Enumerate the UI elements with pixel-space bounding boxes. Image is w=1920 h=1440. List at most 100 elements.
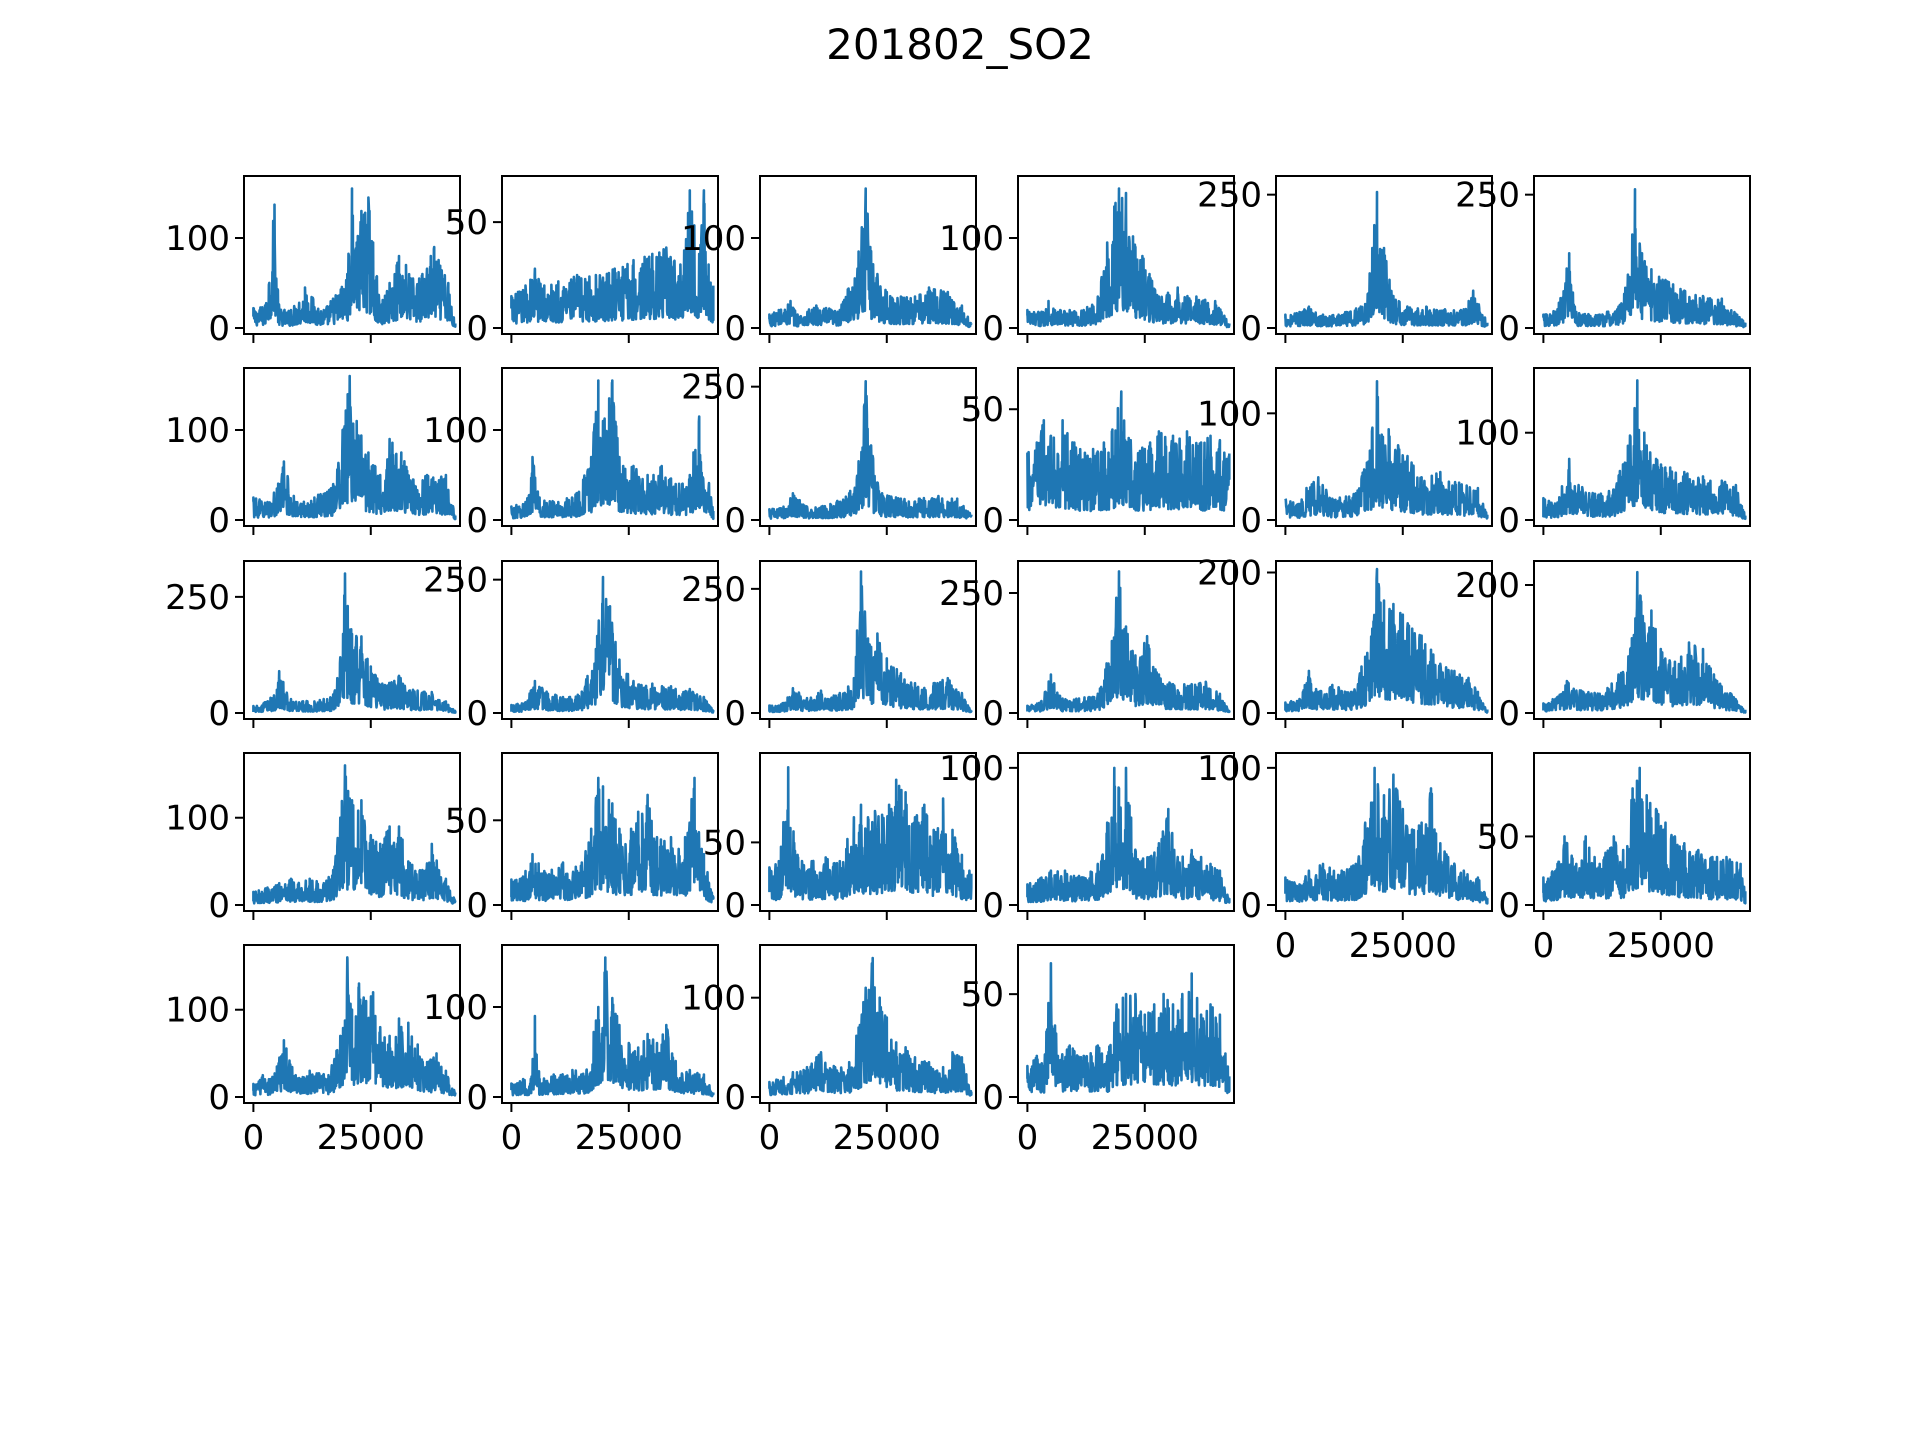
y-tick-label: 0 xyxy=(1498,309,1520,349)
series-line xyxy=(252,572,457,714)
y-tick-label: 50 xyxy=(1477,817,1520,857)
y-tick-label: 250 xyxy=(681,570,746,610)
y-tick-label: 50 xyxy=(445,203,488,243)
series-line xyxy=(510,776,715,904)
series-line xyxy=(768,956,973,1097)
y-tick-label: 0 xyxy=(724,501,746,541)
x-tick-label: 25000 xyxy=(1349,926,1457,966)
series-line xyxy=(252,956,457,1097)
y-tick-label: 100 xyxy=(681,219,746,259)
y-tick-label: 0 xyxy=(466,501,488,541)
x-tick-label: 25000 xyxy=(1091,1118,1199,1158)
subplot-19: 0 100 xyxy=(165,752,461,926)
x-tick-label: 25000 xyxy=(833,1118,941,1158)
series-line xyxy=(510,575,715,714)
subplot-25: 0 100 0 25000 xyxy=(165,944,461,1158)
series-line xyxy=(1542,766,1747,905)
y-tick-label: 0 xyxy=(982,501,1004,541)
axes-frame xyxy=(1017,752,1235,912)
y-tick-label: 100 xyxy=(681,979,746,1019)
subplot-23: 0 100 0 25000 xyxy=(1197,749,1493,966)
subplot-22: 0 100 xyxy=(939,749,1235,926)
series-line xyxy=(1026,187,1231,329)
y-tick-label: 100 xyxy=(1197,394,1262,434)
subplot-2: 0 50 xyxy=(445,175,719,349)
y-tick-label: 200 xyxy=(1197,554,1262,594)
subplot-10: 0 50 xyxy=(961,367,1235,541)
axes-frame xyxy=(1017,175,1235,335)
series-line xyxy=(768,766,973,902)
series-line xyxy=(1542,570,1747,714)
series-line xyxy=(1026,962,1231,1095)
y-tick-label: 0 xyxy=(1240,501,1262,541)
y-tick-label: 0 xyxy=(466,886,488,926)
axes-frame xyxy=(1533,560,1751,720)
y-tick-label: 200 xyxy=(1455,566,1520,606)
axes-frame xyxy=(1275,752,1493,912)
axes-frame xyxy=(243,752,461,912)
axes-frame xyxy=(759,175,977,335)
subplot-11: 0 100 xyxy=(1197,367,1493,541)
y-tick-label: 100 xyxy=(939,749,1004,789)
axes-frame xyxy=(501,560,719,720)
subplot-1: 0 100 xyxy=(165,175,461,349)
axes-frame xyxy=(759,560,977,720)
axes-frame xyxy=(759,752,977,912)
y-tick-label: 250 xyxy=(1455,176,1520,216)
axes-frame xyxy=(243,560,461,720)
y-tick-label: 0 xyxy=(466,309,488,349)
axes-frame xyxy=(501,944,719,1104)
y-tick-label: 100 xyxy=(165,411,230,451)
subplot-16: 0 250 xyxy=(939,560,1235,734)
y-tick-label: 100 xyxy=(423,988,488,1028)
axes-frame xyxy=(501,367,719,527)
subplot-21: 0 50 xyxy=(703,752,977,926)
subplot-17: 0 200 xyxy=(1197,554,1493,734)
series-line xyxy=(1026,766,1231,905)
series-line xyxy=(1284,766,1489,905)
y-tick-label: 0 xyxy=(724,1078,746,1118)
subplot-27: 0 100 0 25000 xyxy=(681,944,977,1158)
series-line xyxy=(1284,380,1489,520)
x-tick-label: 0 xyxy=(1533,926,1555,966)
y-tick-label: 0 xyxy=(1498,694,1520,734)
y-tick-label: 0 xyxy=(724,309,746,349)
subplot-7: 0 100 xyxy=(165,367,461,541)
series-line xyxy=(768,380,973,520)
y-tick-label: 250 xyxy=(681,368,746,408)
series-line xyxy=(510,379,715,521)
y-tick-label: 100 xyxy=(1197,749,1262,789)
y-tick-label: 0 xyxy=(1498,501,1520,541)
series-line xyxy=(252,374,457,521)
y-tick-label: 0 xyxy=(982,694,1004,734)
series-line xyxy=(768,570,973,714)
subplot-12: 0 100 xyxy=(1455,367,1751,541)
y-tick-label: 50 xyxy=(961,390,1004,430)
y-tick-label: 0 xyxy=(208,1078,230,1118)
axes-frame xyxy=(1017,944,1235,1104)
x-tick-label: 0 xyxy=(501,1118,523,1158)
y-tick-label: 250 xyxy=(1197,176,1262,216)
subplot-8: 0 100 xyxy=(423,367,719,541)
y-tick-label: 50 xyxy=(703,823,746,863)
y-tick-label: 0 xyxy=(208,309,230,349)
series-line xyxy=(1284,567,1489,714)
axes-frame xyxy=(501,752,719,912)
axes-frame xyxy=(1017,367,1235,527)
series-line xyxy=(1284,190,1489,328)
x-tick-label: 0 xyxy=(1017,1118,1039,1158)
y-tick-label: 0 xyxy=(1498,886,1520,926)
axes-frame xyxy=(1533,752,1751,912)
series-line xyxy=(252,764,457,905)
axes-frame xyxy=(759,367,977,527)
subplot-9: 0 250 xyxy=(681,367,977,541)
y-tick-label: 50 xyxy=(961,975,1004,1015)
x-tick-label: 0 xyxy=(243,1118,265,1158)
series-line xyxy=(1542,379,1747,521)
y-tick-label: 0 xyxy=(466,694,488,734)
axes-frame xyxy=(1275,175,1493,335)
y-tick-label: 0 xyxy=(1240,886,1262,926)
subplot-20: 0 50 xyxy=(445,752,719,926)
y-tick-label: 250 xyxy=(423,561,488,601)
